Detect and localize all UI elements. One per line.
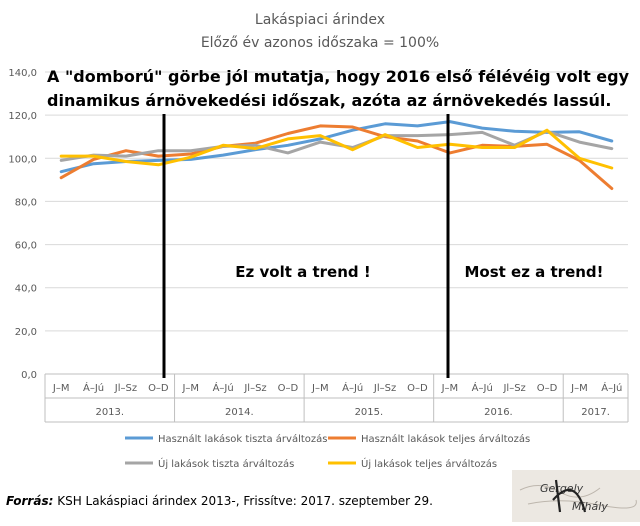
x-tick-label-quarter: J–M xyxy=(570,383,588,394)
annotation-line-2: dinamikus árnövekedési időszak, azóta az… xyxy=(47,91,611,110)
x-tick-label-quarter: Á–Jú xyxy=(83,381,104,394)
x-tick-label-year: 2013. xyxy=(95,407,124,418)
x-tick-label-year: 2015. xyxy=(355,407,384,418)
legend-label: Használt lakások tiszta árváltozás xyxy=(158,433,327,445)
x-tick-label-quarter: O–D xyxy=(148,383,169,394)
chart-title: Lakáspiaci árindex xyxy=(255,12,385,28)
x-tick-label-quarter: O–D xyxy=(278,383,299,394)
x-tick-label-year: 2017. xyxy=(581,407,610,418)
x-axis: J–M Á–Jú Jl–Sz O–D J–M Á–Jú Jl–Sz O–D J–M Á–Jú Jl–… xyxy=(44,373,629,423)
y-tick-label: 120,0 xyxy=(8,111,37,122)
trend-label-before: Ez volt a trend ! xyxy=(235,263,370,281)
legend-label: Új lakások tiszta árváltozás xyxy=(158,457,294,470)
x-tick-label-quarter: J–M xyxy=(52,383,70,394)
x-tick-label-quarter: Á–Jú xyxy=(472,381,493,394)
x-tick-label-quarter: Jl–Sz xyxy=(243,383,266,394)
x-tick-label-quarter: Á–Jú xyxy=(342,381,363,394)
y-tick-label: 60,0 xyxy=(15,241,37,252)
legend-label: Használt lakások teljes árváltozás xyxy=(361,433,530,445)
x-tick-label-quarter: Jl–Sz xyxy=(502,383,525,394)
trend-label-after: Most ez a trend! xyxy=(464,263,603,281)
source-text: KSH Lakáspiaci árindex 2013-, Frissítve:… xyxy=(53,494,433,508)
series-line xyxy=(59,128,614,170)
y-tick-label: 100,0 xyxy=(8,154,37,165)
signature-last-name: Mihály xyxy=(572,500,608,513)
x-tick-label-quarter: O–D xyxy=(537,383,558,394)
chart-subtitle: Előző év azonos időszaka = 100% xyxy=(201,35,439,51)
source-note: Forrás: KSH Lakáspiaci árindex 2013-, Fr… xyxy=(6,494,433,508)
y-tick-label: 40,0 xyxy=(15,284,37,295)
y-tick-label: 0,0 xyxy=(21,370,37,381)
x-tick-label-quarter: Á–Jú xyxy=(213,381,234,394)
x-tick-label-year: 2014. xyxy=(225,407,254,418)
x-tick-label-quarter: Jl–Sz xyxy=(114,383,137,394)
series-line xyxy=(59,120,614,174)
y-axis-tick-labels: 0,0 20,0 40,0 60,0 80,0 100,0 120,0 140,0 xyxy=(8,68,37,381)
gridlines xyxy=(45,71,628,375)
y-tick-label: 80,0 xyxy=(15,197,37,208)
x-tick-label-quarter: J–M xyxy=(311,383,329,394)
y-tick-label: 20,0 xyxy=(15,327,37,338)
signature-image: Gergely Mihály xyxy=(512,470,640,522)
annotation-line-1: A "domború" görbe jól mutatja, hogy 2016… xyxy=(47,67,630,86)
x-tick-label-quarter: Á–Jú xyxy=(601,381,622,394)
x-tick-label-quarter: Jl–Sz xyxy=(373,383,396,394)
y-tick-label: 140,0 xyxy=(8,68,37,79)
legend: Használt lakások tiszta árváltozás Haszná… xyxy=(125,433,530,470)
x-tick-label-year: 2016. xyxy=(484,407,513,418)
source-label: Forrás: xyxy=(6,494,53,508)
x-tick-label-quarter: O–D xyxy=(407,383,428,394)
x-tick-label-quarter: J–M xyxy=(441,383,459,394)
series-lines xyxy=(59,120,614,190)
legend-label: Új lakások teljes árváltozás xyxy=(361,457,497,470)
x-tick-label-quarter: J–M xyxy=(181,383,199,394)
